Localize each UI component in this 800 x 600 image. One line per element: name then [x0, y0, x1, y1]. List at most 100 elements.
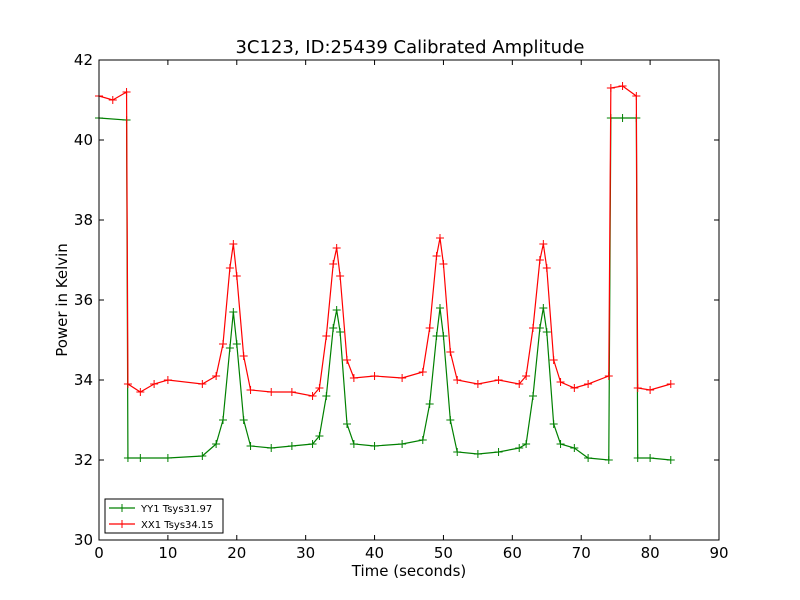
- data-point: [418, 436, 427, 444]
- data-point: [239, 352, 248, 360]
- data-point: [239, 416, 248, 424]
- data-point: [329, 260, 338, 268]
- legend-marker: [118, 520, 126, 528]
- x-tick-label: 0: [94, 544, 104, 562]
- chart-title: 3C123, ID:25439 Calibrated Amplitude: [235, 37, 584, 58]
- data-point: [473, 450, 482, 458]
- x-tick-label: 30: [296, 544, 315, 562]
- data-point: [618, 82, 627, 90]
- data-point: [287, 388, 296, 396]
- data-point: [370, 442, 379, 450]
- data-point: [494, 376, 503, 384]
- data-point: [473, 380, 482, 388]
- y-tick-label: 32: [74, 451, 93, 469]
- data-point: [549, 356, 558, 364]
- data-point: [556, 378, 565, 386]
- data-point: [436, 234, 444, 242]
- data-point: [439, 332, 448, 340]
- data-point: [219, 416, 227, 424]
- data-point: [529, 392, 537, 400]
- data-point: [604, 456, 613, 464]
- x-tick-label: 20: [227, 544, 246, 562]
- data-point: [136, 388, 145, 396]
- data-point: [163, 376, 172, 384]
- data-point: [370, 372, 379, 380]
- data-point: [633, 454, 642, 462]
- data-point: [336, 272, 345, 280]
- data-point: [556, 440, 565, 448]
- data-point: [515, 444, 524, 452]
- data-point: [425, 400, 434, 408]
- y-axis-label: Power in Kelvin: [53, 243, 71, 357]
- x-tick-label: 70: [572, 544, 591, 562]
- y-tick-label: 34: [74, 371, 93, 389]
- y-tick-label: 36: [74, 291, 93, 309]
- data-point: [522, 440, 531, 448]
- data-point: [542, 264, 551, 272]
- series-layer: [95, 82, 675, 464]
- data-point: [515, 380, 524, 388]
- data-point: [584, 380, 593, 388]
- data-point: [267, 388, 276, 396]
- data-point: [604, 372, 613, 380]
- data-point: [349, 374, 358, 382]
- y-tick-label: 42: [74, 51, 93, 69]
- data-point: [229, 240, 238, 248]
- data-point: [606, 84, 615, 92]
- data-point: [219, 340, 227, 348]
- data-point: [232, 272, 241, 280]
- data-point: [439, 260, 448, 268]
- data-point: [246, 386, 255, 394]
- data-point: [332, 306, 341, 314]
- data-point: [150, 380, 159, 388]
- series-0: [95, 114, 675, 464]
- data-point: [308, 440, 317, 448]
- data-point: [225, 264, 234, 272]
- data-point: [646, 386, 655, 394]
- data-point: [398, 374, 407, 382]
- legend-box: [104, 498, 224, 534]
- data-point: [163, 454, 172, 462]
- legend-marker: [118, 504, 126, 512]
- data-point: [329, 324, 338, 332]
- data-point: [432, 332, 441, 340]
- data-point: [232, 340, 241, 348]
- data-point: [584, 454, 593, 462]
- data-point: [425, 324, 434, 332]
- data-point: [198, 452, 207, 460]
- x-tick-label: 10: [158, 544, 177, 562]
- data-point: [343, 420, 351, 428]
- data-point: [315, 384, 324, 392]
- data-point: [436, 304, 444, 312]
- data-point: [122, 88, 131, 96]
- data-point: [322, 392, 331, 400]
- data-point: [549, 420, 558, 428]
- data-point: [522, 372, 531, 380]
- data-point: [418, 368, 427, 376]
- data-point: [529, 324, 537, 332]
- data-point: [246, 442, 255, 450]
- data-point: [446, 348, 455, 356]
- data-point: [535, 324, 544, 332]
- data-point: [267, 444, 276, 452]
- data-point: [229, 308, 238, 316]
- y-tick-label: 30: [74, 531, 93, 549]
- y-tick-label: 40: [74, 131, 93, 149]
- data-point: [332, 244, 341, 252]
- x-axis-label: Time (seconds): [351, 562, 467, 580]
- data-point: [136, 454, 145, 462]
- data-point: [633, 384, 642, 392]
- data-point: [398, 440, 407, 448]
- data-point: [453, 448, 462, 456]
- x-tick-label: 40: [365, 544, 384, 562]
- data-point: [632, 92, 641, 100]
- data-point: [225, 344, 234, 352]
- data-point: [539, 240, 548, 248]
- data-point: [646, 454, 655, 462]
- data-point: [494, 448, 503, 456]
- data-point: [570, 384, 579, 392]
- data-point: [666, 456, 675, 464]
- x-tick-label: 50: [434, 544, 453, 562]
- legend-label: YY1 Tsys31.97: [140, 504, 212, 515]
